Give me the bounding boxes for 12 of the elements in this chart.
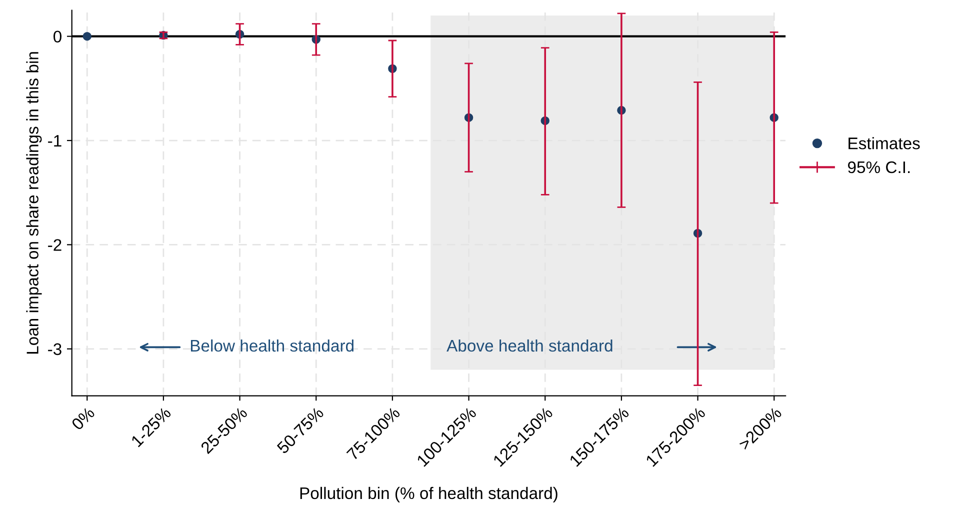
annotation: Below health standard bbox=[190, 339, 354, 352]
legend-label: Estimates bbox=[848, 137, 920, 150]
y-axis-title: Loan impact on share readings in this bin bbox=[26, 52, 42, 354]
point bbox=[82, 32, 92, 41]
y-tick-label: -1 bbox=[48, 135, 62, 147]
x-tick-label: 0% bbox=[70, 406, 96, 431]
x-axis-title: Pollution bin (% of health standard) bbox=[300, 486, 558, 502]
y-tick-label: 0 bbox=[54, 30, 62, 43]
annotation: Above health standard bbox=[446, 339, 612, 352]
y-tick-label: -2 bbox=[48, 239, 62, 251]
text: 95% C.I. bbox=[848, 161, 910, 174]
y-tick-label: -3 bbox=[48, 343, 62, 356]
